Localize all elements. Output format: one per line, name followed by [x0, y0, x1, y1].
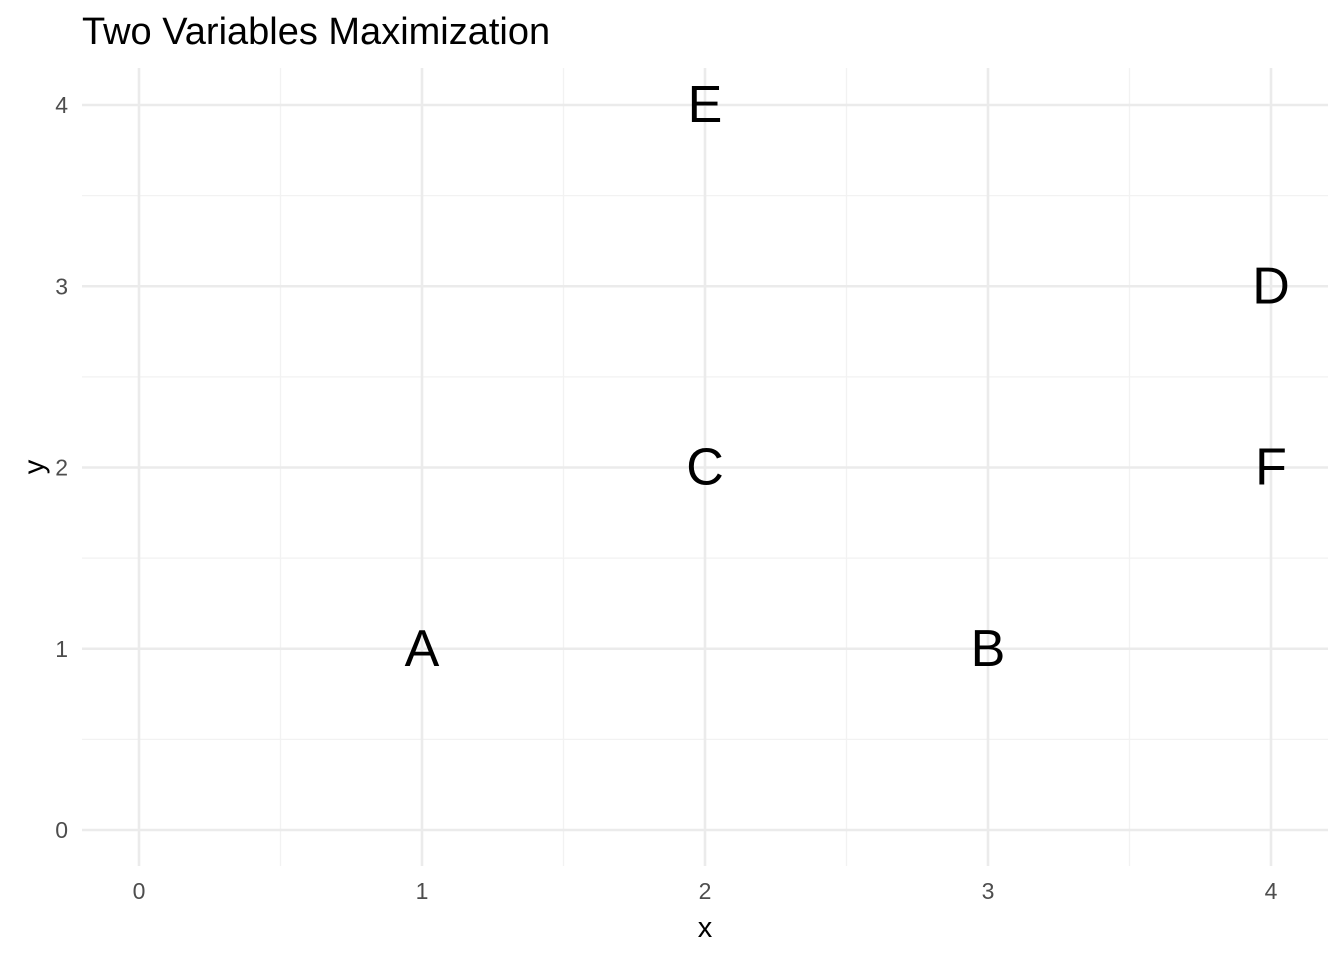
y-tick-label: 2 — [55, 455, 68, 481]
major-grid — [82, 68, 1328, 866]
point-label-c: C — [686, 439, 724, 497]
x-tick-label: 3 — [982, 878, 995, 904]
point-label-e: E — [688, 76, 723, 134]
x-tick-label: 0 — [133, 878, 146, 904]
point-label-f: F — [1255, 439, 1287, 497]
x-tick-label: 2 — [699, 878, 712, 904]
chart-title: Two Variables Maximization — [82, 11, 551, 53]
y-axis-ticks: 0 1 2 3 4 — [55, 92, 68, 843]
x-tick-label: 4 — [1265, 878, 1278, 904]
y-tick-label: 4 — [55, 92, 68, 118]
point-label-b: B — [971, 620, 1006, 678]
y-tick-label: 0 — [55, 817, 68, 843]
x-axis-ticks: 0 1 2 3 4 — [133, 878, 1278, 904]
x-tick-label: 1 — [416, 878, 429, 904]
y-axis-title: y — [19, 459, 51, 474]
point-label-d: D — [1252, 257, 1290, 315]
point-label-a: A — [405, 620, 440, 678]
y-tick-label: 3 — [55, 273, 68, 299]
point-labels: A B C D E F — [405, 76, 1290, 678]
x-axis-title: x — [698, 912, 713, 944]
y-tick-label: 1 — [55, 636, 68, 662]
